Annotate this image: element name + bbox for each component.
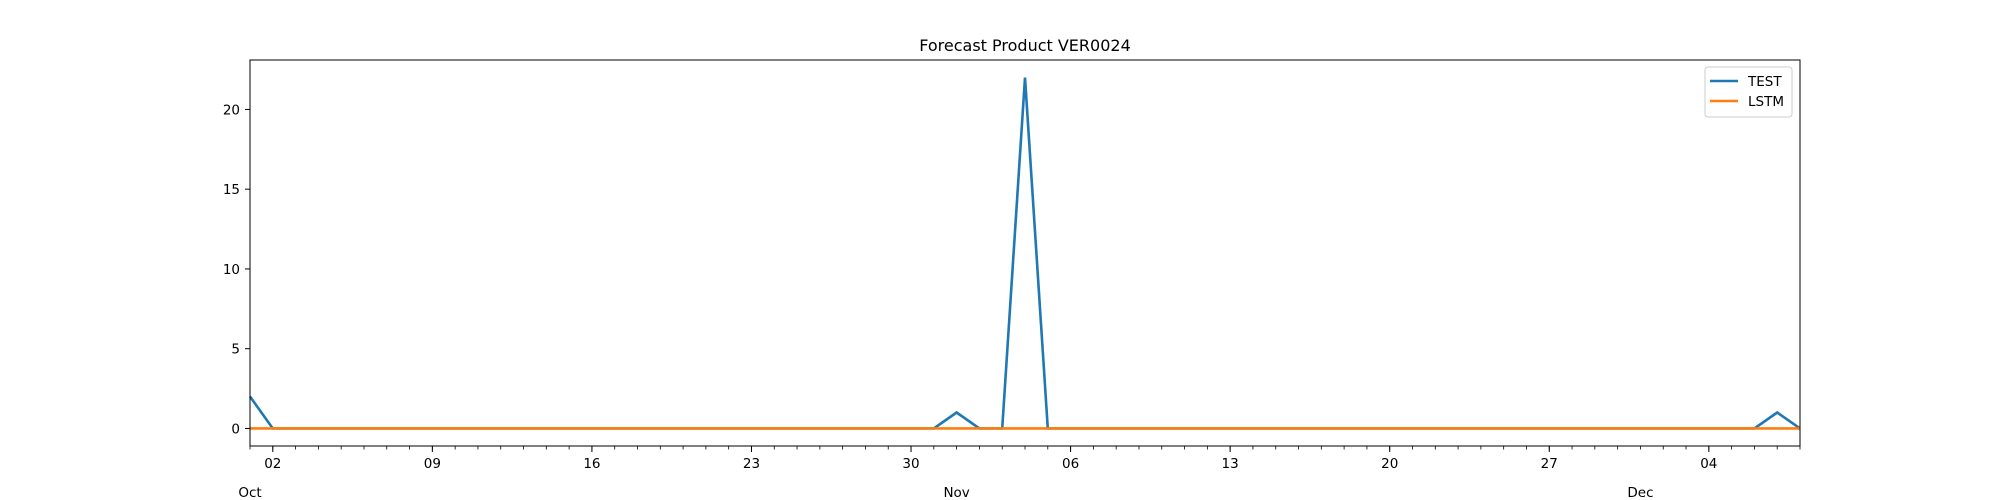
x-tick-label: 23 [743,456,760,472]
x-tick-label: 20 [1381,456,1398,472]
x-tick-label: 04 [1700,456,1717,472]
x-tick-label: 27 [1541,456,1558,472]
series-layer [248,77,1801,430]
legend-box [1704,66,1793,118]
y-tick-label: 10 [223,262,240,278]
x-month-label: Dec [1627,485,1653,500]
x-tick-label: 09 [424,456,441,472]
legend-label-test: TEST [1747,74,1782,90]
plot-frame [249,59,1801,447]
x-axis-ticks: 02 09 16 23 30 06 13 20 27 04 Oct Nov Dec [238,446,1801,500]
y-tick-label: 20 [223,102,240,118]
x-tick-label: 30 [902,456,919,472]
y-axis-ticks: 0 5 10 15 20 [223,102,250,437]
y-tick-label: 0 [231,421,240,437]
x-tick-label: 16 [583,456,600,472]
x-tick-label: 06 [1062,456,1079,472]
legend-label-lstm: LSTM [1748,94,1784,110]
x-month-label: Oct [238,485,261,500]
x-tick-label: 13 [1222,456,1239,472]
x-tick-label: 02 [264,456,281,472]
y-tick-label: 15 [223,182,240,198]
y-tick-label: 5 [231,342,240,358]
x-month-label: Nov [943,485,969,500]
chart-title: Forecast Product VER0024 [919,36,1131,55]
legend: TEST LSTM [1704,66,1793,118]
series-line-test [248,77,1801,430]
